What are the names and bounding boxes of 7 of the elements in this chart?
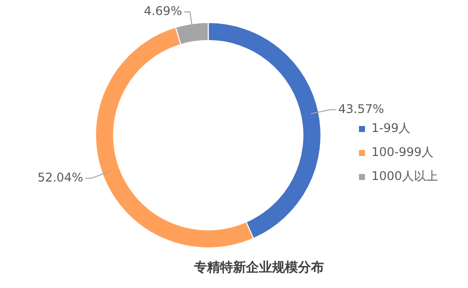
text: 专精特新企业规模分布 [193,260,324,276]
data-label: 43.57% [338,102,384,116]
legend-label: 1-99人 [371,121,411,136]
data-label: 4.69% [144,4,182,18]
legend-label: 100-999人 [371,145,434,160]
legend-label: 1000人以上 [371,169,438,184]
data-label: 52.04% [37,170,84,184]
